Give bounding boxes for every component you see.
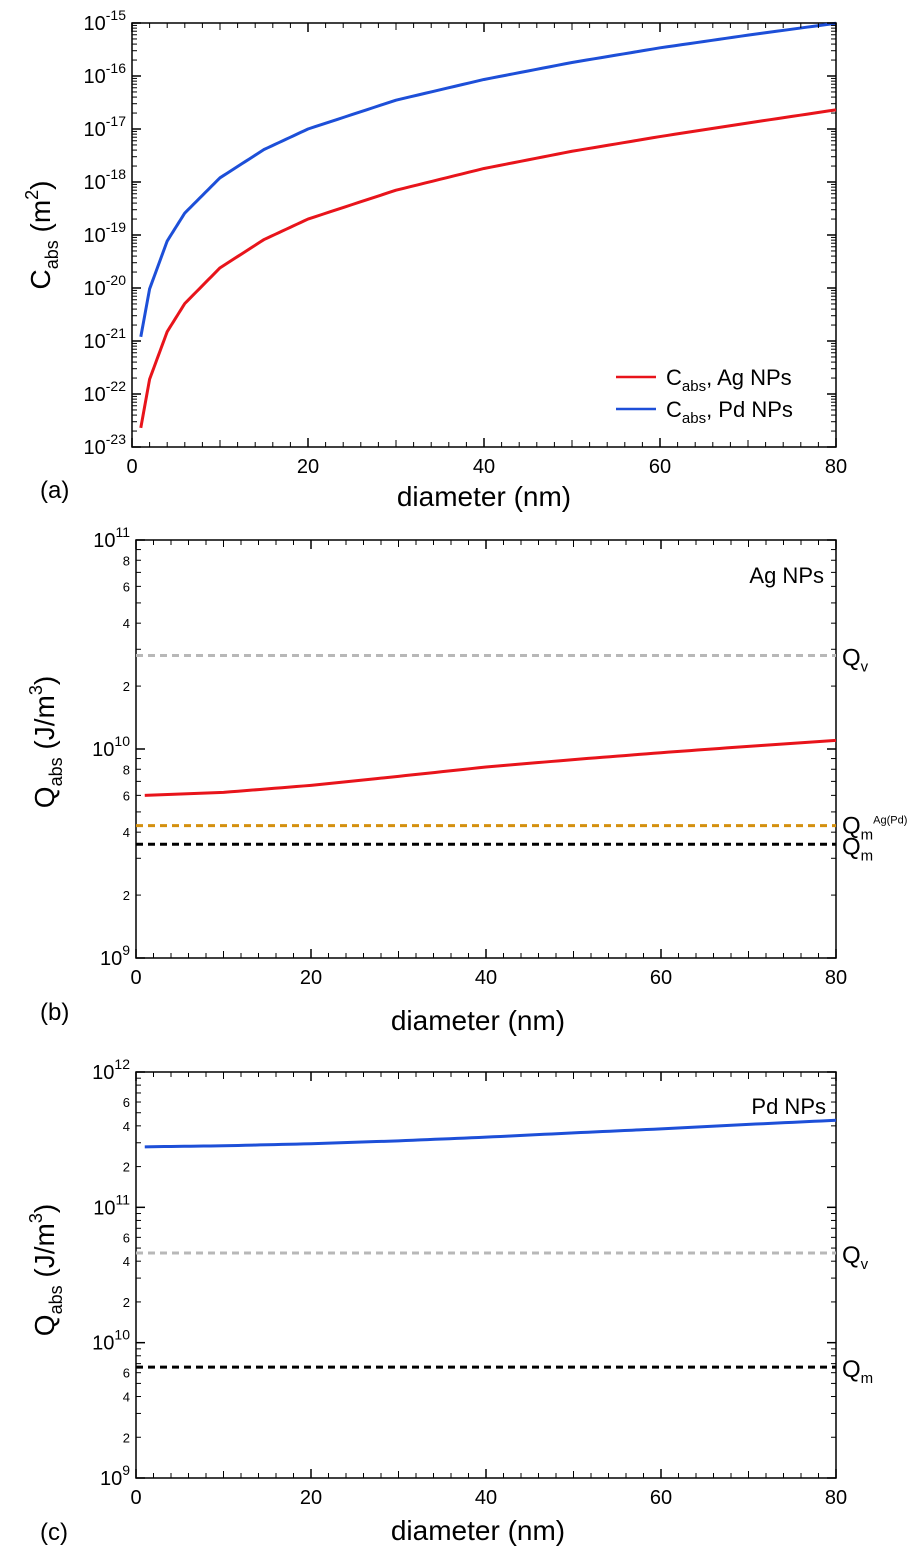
svg-text:Qabs (J/m3): Qabs (J/m3) bbox=[26, 1204, 66, 1336]
y-axis-title: Qabs (J/m3) bbox=[26, 676, 66, 808]
panel-b: 0 20 40 60 80 109 1010 1011 2 4 6 8 2 4 6 8 Qv QmAg(Pd)Qm… bbox=[26, 524, 907, 1036]
x-tick-label: 20 bbox=[297, 456, 319, 478]
y-minor-tick-label: 2 bbox=[123, 1430, 130, 1445]
y-minor-tick-label: 2 bbox=[123, 888, 130, 903]
x-tick-label: 60 bbox=[650, 967, 672, 989]
y-tick-label: 10-17 bbox=[84, 113, 127, 141]
y-tick-label: 1011 bbox=[93, 1191, 130, 1219]
x-tick-label: 20 bbox=[300, 1487, 322, 1509]
series-line-1 bbox=[139, 21, 837, 338]
y-tick-label: 1011 bbox=[93, 524, 130, 552]
reference-line-label: Qv bbox=[842, 1242, 869, 1273]
reference-line-label: Qm bbox=[842, 833, 873, 864]
panel-label: (a) bbox=[40, 477, 69, 504]
y-minor-tick-label: 2 bbox=[123, 679, 130, 694]
y-tick-label: 10-18 bbox=[84, 166, 127, 194]
y-tick-label: 10-20 bbox=[84, 272, 127, 300]
y-minor-tick-label: 4 bbox=[123, 1390, 130, 1405]
y-minor-tick-label: 8 bbox=[123, 553, 130, 568]
panel-title: Ag NPs bbox=[749, 563, 824, 588]
panel-label: (b) bbox=[40, 999, 69, 1026]
x-tick-label: 40 bbox=[475, 1487, 497, 1509]
legend-label-ag: Cabs, Ag NPs bbox=[666, 365, 792, 395]
y-tick-label: 10-16 bbox=[84, 60, 127, 88]
series-line-0 bbox=[144, 1118, 837, 1149]
y-minor-tick-label: 6 bbox=[123, 1230, 130, 1245]
x-tick-label: 80 bbox=[825, 456, 847, 478]
y-tick-label: 109 bbox=[100, 1462, 130, 1490]
series-line-0 bbox=[144, 738, 837, 797]
x-tick-label: 80 bbox=[825, 967, 847, 989]
reference-line-label: Qm bbox=[842, 1356, 873, 1387]
panel-c: 0 20 40 60 80 109 1010 1011 1012 2 4 6 2 4 6 2 4 6 Qv Qm (c… bbox=[26, 1056, 873, 1546]
x-tick-label: 0 bbox=[130, 1487, 141, 1509]
y-axis-title: Qabs (J/m3) bbox=[26, 1204, 66, 1336]
x-tick-label: 60 bbox=[650, 1487, 672, 1509]
series-line-0 bbox=[139, 108, 837, 429]
y-minor-tick-label: 6 bbox=[123, 788, 130, 803]
x-tick-label: 40 bbox=[473, 456, 495, 478]
x-tick-label: 80 bbox=[825, 1487, 847, 1509]
legend: Cabs, Ag NPs Cabs, Pd NPs bbox=[616, 365, 793, 427]
y-tick-label: 10-15 bbox=[84, 7, 127, 35]
y-tick-label: 109 bbox=[100, 942, 130, 970]
y-tick-label: 10-21 bbox=[84, 325, 127, 353]
y-tick-label: 1010 bbox=[92, 733, 130, 761]
x-axis-title: diameter (nm) bbox=[397, 481, 571, 512]
y-minor-tick-label: 6 bbox=[123, 579, 130, 594]
x-axis-title: diameter (nm) bbox=[391, 1005, 565, 1036]
svg-text:Qabs (J/m3): Qabs (J/m3) bbox=[26, 676, 66, 808]
y-minor-tick-label: 4 bbox=[123, 616, 130, 631]
y-tick-label: 1012 bbox=[92, 1056, 130, 1084]
y-minor-tick-label: 2 bbox=[123, 1295, 130, 1310]
panel-title: Pd NPs bbox=[751, 1094, 826, 1119]
x-tick-label: 20 bbox=[300, 967, 322, 989]
x-tick-label: 40 bbox=[475, 967, 497, 989]
x-tick-label: 60 bbox=[649, 456, 671, 478]
panel-a: 0 20 40 60 80 10-23 10-22 10-21 10-20 10-19 10-18 1… bbox=[22, 7, 847, 512]
plot-frame bbox=[135, 1071, 837, 1479]
y-tick-label: 10-22 bbox=[84, 378, 127, 406]
y-axis-title: Cabs (m2) bbox=[22, 180, 62, 289]
y-minor-tick-label: 8 bbox=[123, 762, 130, 777]
x-tick-label: 0 bbox=[126, 456, 137, 478]
y-tick-label: 10-23 bbox=[84, 431, 127, 459]
y-minor-tick-label: 6 bbox=[123, 1095, 130, 1110]
svg-text:Cabs (m2): Cabs (m2) bbox=[22, 180, 62, 289]
x-axis-title: diameter (nm) bbox=[391, 1515, 565, 1546]
panel-label: (c) bbox=[40, 1519, 68, 1546]
y-minor-tick-label: 4 bbox=[123, 1119, 130, 1134]
y-minor-tick-label: 4 bbox=[123, 1254, 130, 1269]
reference-line-label: Qv bbox=[842, 645, 869, 676]
x-tick-label: 0 bbox=[130, 967, 141, 989]
reference-line-label: QmAg(Pd) bbox=[842, 813, 907, 844]
y-tick-label: 1010 bbox=[92, 1327, 130, 1355]
y-minor-tick-label: 4 bbox=[123, 825, 130, 840]
y-minor-tick-label: 2 bbox=[123, 1160, 130, 1175]
y-tick-label: 10-19 bbox=[84, 219, 127, 247]
legend-label-pd: Cabs, Pd NPs bbox=[666, 397, 793, 427]
y-minor-tick-label: 6 bbox=[123, 1366, 130, 1381]
